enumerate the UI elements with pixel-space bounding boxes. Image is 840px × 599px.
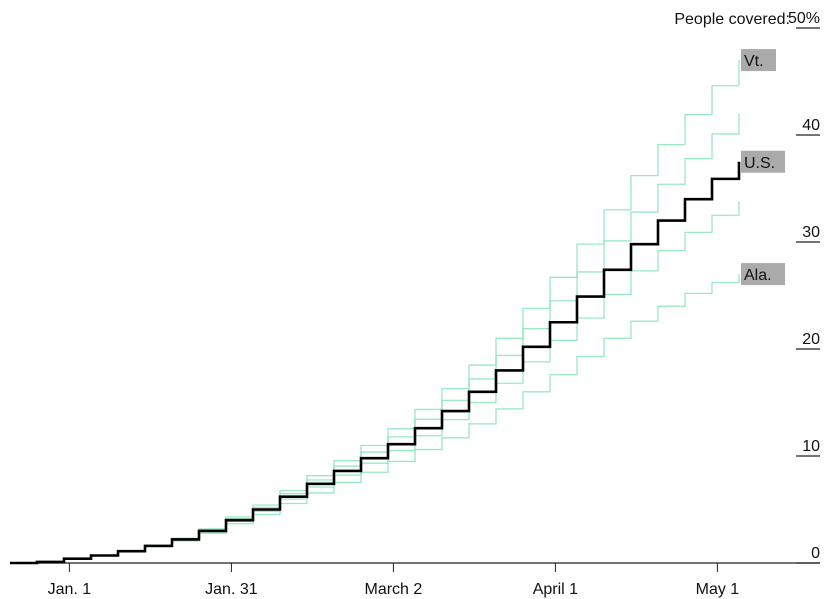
x-tick-label: May 1 [696,581,740,598]
y-tick-label: 50% [788,10,820,27]
label-box [741,150,785,173]
series-line [10,161,741,565]
x-tick-label: Jan. 1 [48,581,92,598]
y-tick-label: 40 [802,117,820,134]
x-tick-label: April 1 [533,581,578,598]
annotation: People covered: [674,11,790,28]
series-line [10,274,740,564]
x-tick-label: Jan. 31 [205,581,258,598]
series-label: Vt. [744,53,764,70]
series-line [10,60,740,564]
y-tick-label: 10 [802,438,820,455]
label-box [741,49,776,72]
y-tick-label: 30 [802,224,820,241]
series-label: Ala. [744,267,772,284]
y-tick-label: 20 [802,331,820,348]
x-tick-label: March 2 [365,581,423,598]
series-line [10,201,740,564]
series-label: U.S. [744,155,775,172]
y-tick-label: 0 [811,545,820,562]
label-box [741,263,785,286]
